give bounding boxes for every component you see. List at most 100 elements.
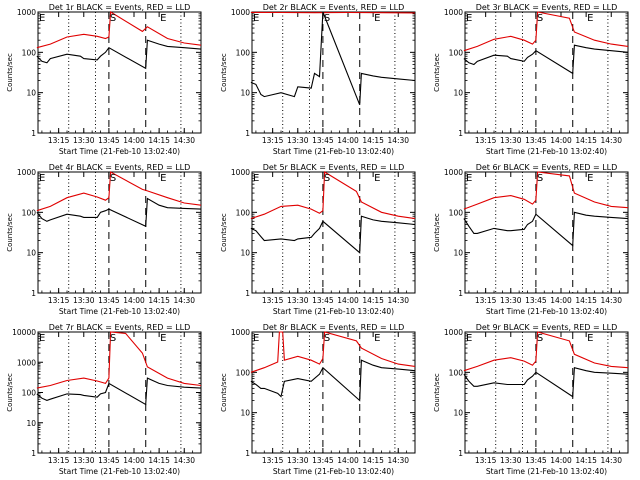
x-tick-label: 14:15 [575,456,597,465]
chart-panel-1: Det 1r BLACK = Events, RED = LLD Counts/s… [6,3,202,156]
marker-s: S [537,173,543,184]
x-tick-label: 14:30 [173,456,195,465]
marker-s: S [110,173,116,184]
x-tick-label: 13:15 [475,136,497,145]
y-tick-label: 100 [236,208,251,217]
x-tick-label: 14:15 [148,456,170,465]
y-tick-label: 1 [458,449,463,458]
panel-title: Det 2r BLACK = Events, RED = LLD [263,3,405,12]
x-tick-label: 14:15 [362,136,384,145]
marker-e_left: E [466,13,472,24]
plot-frame [37,11,202,134]
x-tick-label: 14:15 [575,136,597,145]
y-tick-label: 1 [245,129,250,138]
x-tick-label: 13:45 [312,136,334,145]
marker-e_left: E [253,173,259,184]
y-tick-label: 1000 [17,358,36,367]
marker-e_right: E [587,333,593,344]
panel-title: Det 1r BLACK = Events, RED = LLD [49,3,191,12]
x-tick-label: 14:30 [600,136,622,145]
marker-s: S [324,13,330,24]
plot-frame [37,331,202,454]
events-series-line [36,39,202,70]
chart-panel-6: Det 6r BLACK = Events, RED = LLD Counts/s… [433,163,629,316]
y-tick-label: 100 [449,48,464,57]
x-tick-label: 13:45 [312,296,334,305]
x-tick-label: 13:30 [73,456,95,465]
x-tick-label: 13:45 [98,296,120,305]
panel-title: Det 6r BLACK = Events, RED = LLD [476,163,618,172]
x-tick-label: 13:45 [98,456,120,465]
y-tick-label: 1000 [17,168,36,177]
x-axis-label: Start Time (21-Feb-10 13:02:40) [273,467,394,476]
x-tick-label: 14:30 [173,296,195,305]
plot-frame [251,171,416,294]
y-tick-label: 1 [458,129,463,138]
x-tick-label: 14:30 [600,456,622,465]
y-tick-label: 1 [458,289,463,298]
lld-series-line [36,331,202,389]
x-tick-label: 13:15 [48,296,70,305]
x-tick-label: 14:30 [600,296,622,305]
x-axis-label: Start Time (21-Feb-10 13:02:40) [59,467,180,476]
x-tick-label: 13:15 [475,296,497,305]
y-tick-label: 10000 [12,328,36,337]
x-tick-label: 14:00 [550,456,572,465]
x-tick-label: 13:30 [73,296,95,305]
x-tick-label: 14:00 [550,136,572,145]
marker-e_right: E [587,13,593,24]
marker-s: S [324,333,330,344]
x-tick-label: 13:15 [475,456,497,465]
lld-series-line [36,171,202,212]
plot-frame [464,331,629,454]
x-tick-label: 13:15 [48,136,70,145]
marker-e_right: E [374,13,380,24]
x-tick-label: 14:00 [337,456,359,465]
y-tick-label: 1 [245,289,250,298]
marker-e_left: E [466,173,472,184]
x-tick-label: 13:15 [262,136,284,145]
y-axis-label: Counts/sec [433,53,441,92]
y-tick-label: 100 [22,208,37,217]
y-tick-label: 1000 [231,168,250,177]
panel-title: Det 7r BLACK = Events, RED = LLD [49,323,191,332]
y-tick-label: 10 [26,419,36,428]
marker-e_right: E [374,333,380,344]
events-series-line [250,359,416,402]
x-tick-label: 13:45 [525,136,547,145]
lld-series-line [463,171,629,210]
y-tick-label: 10 [240,89,250,98]
panel-title: Det 4r BLACK = Events, RED = LLD [49,163,191,172]
marker-s: S [324,173,330,184]
y-tick-label: 100 [449,208,464,217]
x-tick-label: 14:15 [575,296,597,305]
marker-e_left: E [466,333,472,344]
x-axis-label: Start Time (21-Feb-10 13:02:40) [59,147,180,156]
y-tick-label: 1000 [17,8,36,17]
marker-e_left: E [39,173,45,184]
x-tick-label: 14:15 [362,456,384,465]
y-tick-label: 10 [453,249,463,258]
y-tick-label: 10 [26,249,36,258]
y-tick-label: 10 [453,89,463,98]
x-tick-label: 14:00 [123,296,145,305]
chart-panel-2: Det 2r BLACK = Events, RED = LLD Counts/s… [220,3,416,156]
y-tick-label: 10 [453,409,463,418]
y-tick-label: 1 [245,449,250,458]
events-series-line [463,367,629,398]
chart-panel-4: Det 4r BLACK = Events, RED = LLD Counts/s… [6,163,202,316]
x-tick-label: 14:15 [362,296,384,305]
marker-s: S [110,13,116,24]
y-tick-label: 100 [22,48,37,57]
x-axis-label: Start Time (21-Feb-10 13:02:40) [486,147,607,156]
y-axis-label: Counts/sec [220,373,228,412]
events-series-line [463,44,629,75]
chart-panel-8: Det 8r BLACK = Events, RED = LLD Counts/s… [220,323,416,476]
marker-e_right: E [160,173,166,184]
y-tick-label: 10 [240,409,250,418]
events-series-line [250,215,416,254]
lld-series-line [36,11,202,49]
y-tick-label: 100 [449,368,464,377]
lld-series-line [463,331,629,372]
y-axis-label: Counts/sec [220,53,228,92]
